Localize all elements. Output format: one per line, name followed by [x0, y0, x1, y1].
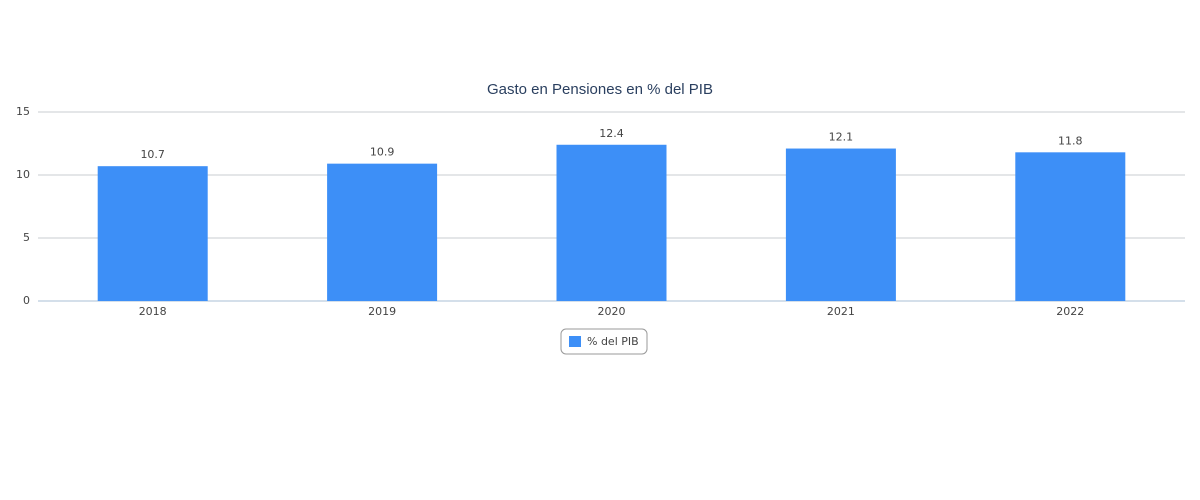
legend-label: % del PIB: [587, 335, 639, 348]
data-label: 10.9: [370, 146, 395, 159]
y-tick-label: 5: [23, 231, 30, 244]
bar: [327, 163, 438, 301]
legend-swatch: [569, 336, 581, 347]
legend-box: [560, 328, 648, 355]
x-tick-label: 2020: [598, 305, 626, 318]
chart-title: Gasto en Pensiones en % del PIB: [487, 81, 713, 98]
bar: [1015, 152, 1126, 301]
data-label: 11.8: [1058, 134, 1083, 147]
data-label: 10.7: [140, 148, 165, 161]
x-tick-label: 2018: [139, 305, 167, 318]
data-label: 12.4: [599, 127, 624, 140]
bar: [97, 166, 208, 301]
bar: [556, 144, 667, 301]
y-tick-label: 10: [16, 168, 30, 181]
legend: % del PIB: [560, 328, 648, 355]
data-label: 12.1: [829, 131, 854, 144]
bar: [785, 148, 896, 301]
x-tick-label: 2019: [368, 305, 396, 318]
x-tick-label: 2021: [827, 305, 855, 318]
y-tick-label: 0: [23, 294, 30, 307]
y-tick-label: 15: [16, 105, 30, 118]
x-tick-label: 2022: [1056, 305, 1084, 318]
